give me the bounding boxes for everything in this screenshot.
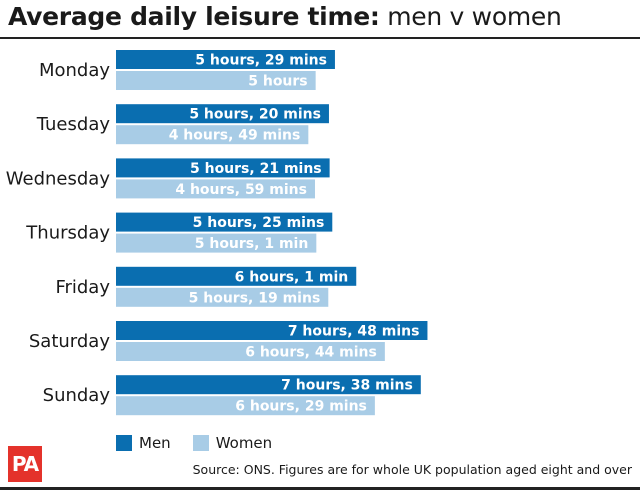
value-label-men: 6 hours, 1 min: [235, 269, 349, 285]
bottom-rule: [0, 487, 640, 490]
legend-label-women: Women: [215, 434, 273, 452]
chart-title: Average daily leisure time: men v women: [8, 2, 562, 32]
legend-label-men: Men: [139, 434, 171, 452]
value-label-men: 5 hours, 21 mins: [190, 161, 322, 177]
bar-women: [116, 233, 317, 253]
top-rule: [0, 37, 640, 39]
category-label: Saturday: [29, 331, 110, 352]
value-label-men: 5 hours, 20 mins: [189, 107, 321, 123]
value-label-women: 6 hours, 44 mins: [245, 345, 377, 361]
bar-men: [116, 158, 330, 178]
value-label-men: 7 hours, 48 mins: [288, 324, 420, 340]
value-label-women: 5 hours, 1 min: [195, 236, 309, 252]
category-label: Sunday: [43, 385, 111, 406]
bar-men: [116, 50, 335, 69]
bar-women: [116, 287, 329, 307]
category-label: Thursday: [25, 223, 110, 244]
bar-women: [116, 396, 375, 416]
legend-swatch-men: [116, 435, 132, 451]
legend: Men Women: [116, 433, 294, 453]
value-label-women: 4 hours, 49 mins: [169, 128, 301, 144]
bar-men: [116, 266, 357, 286]
value-label-men: 5 hours, 29 mins: [195, 53, 327, 69]
bar-men: [116, 104, 329, 124]
bar-men: [116, 212, 333, 232]
category-label: Monday: [39, 60, 110, 81]
value-label-men: 7 hours, 38 mins: [281, 378, 413, 394]
value-label-women: 6 hours, 29 mins: [235, 399, 367, 415]
category-label: Tuesday: [36, 114, 111, 135]
title-bold: Average daily leisure time:: [8, 2, 380, 31]
bar-women: [116, 179, 315, 199]
value-label-women: 4 hours, 59 mins: [175, 182, 307, 198]
value-label-men: 5 hours, 25 mins: [193, 215, 325, 231]
bar-men: [116, 321, 428, 340]
legend-item-men: Men: [116, 434, 171, 452]
category-label: Wednesday: [6, 168, 111, 189]
legend-item-women: Women: [192, 434, 273, 452]
bar-women: [116, 71, 316, 90]
pa-logo: PA: [8, 446, 42, 482]
bar-women: [116, 342, 385, 361]
source-note: Source: ONS. Figures are for whole UK po…: [192, 462, 632, 477]
value-label-women: 5 hours, 19 mins: [189, 290, 321, 306]
legend-swatch-women: [192, 435, 209, 451]
bar-chart: Monday 5 hours, 29 mins 5 hours Tuesday 5 ho…: [6, 50, 428, 416]
value-label-women: 5 hours: [248, 74, 307, 90]
bar-men: [116, 375, 421, 395]
bar-women: [116, 125, 309, 145]
title-light: men v women: [387, 2, 562, 31]
category-label: Friday: [55, 277, 110, 298]
